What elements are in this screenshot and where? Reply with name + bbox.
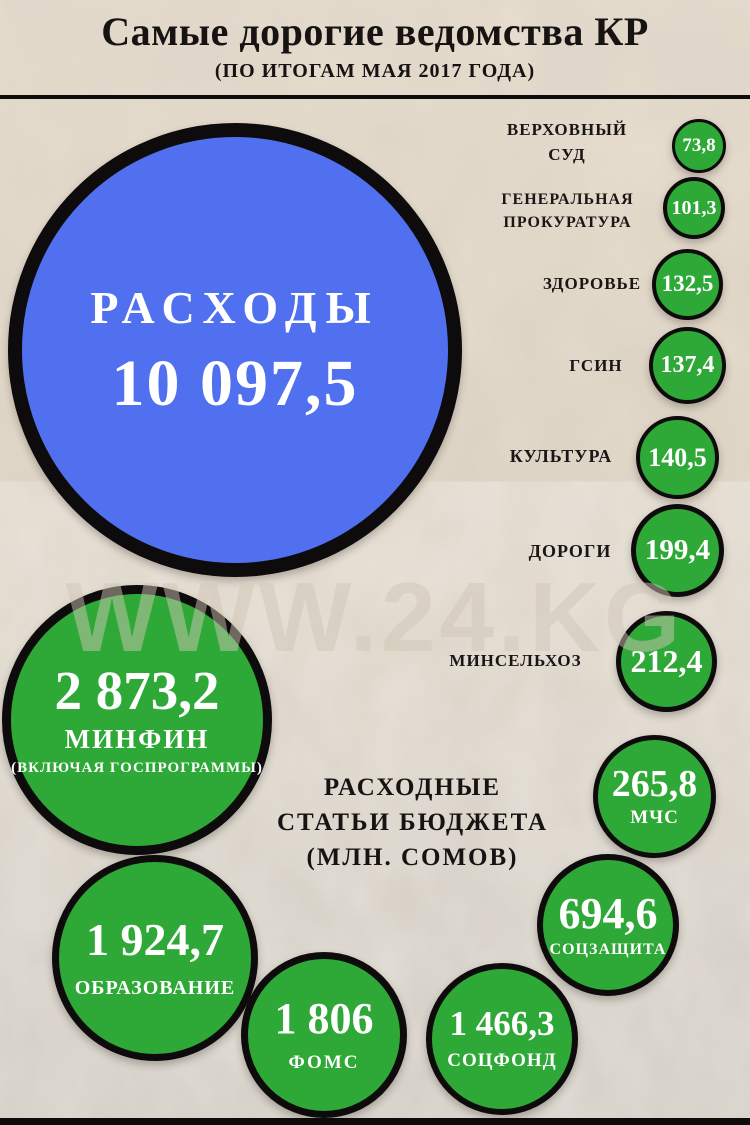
- bubble-label: МИНФИН: [64, 723, 210, 754]
- page-subtitle: (ПО ИТОГАМ МАЯ 2017 ГОДА): [214, 60, 536, 82]
- total-expenses-label: РАСХОДЫ: [90, 281, 380, 333]
- bubble-agriculture: 212,4: [616, 611, 717, 712]
- label-agriculture: МИНСЕЛЬХОЗ: [449, 651, 582, 670]
- bubble-social-fund: 1 466,3 СОЦФОНД: [426, 963, 578, 1115]
- label-gsin: ГСИН: [569, 356, 623, 375]
- bubble-label: МЧС: [630, 806, 679, 828]
- bubble-value: 1 924,7: [86, 914, 224, 966]
- bubble-value: 140,5: [648, 442, 707, 472]
- bubble-value: 212,4: [630, 642, 703, 679]
- center-note-line2: СТАТЬИ БЮДЖЕТА: [276, 809, 549, 836]
- bubble-value: 694,6: [558, 888, 658, 938]
- bubble-value: 2 873,2: [54, 660, 220, 722]
- center-note-line1: РАСХОДНЫЕ: [323, 774, 502, 801]
- bubble-culture: 140,5: [636, 416, 719, 499]
- label-culture: КУЛЬТУРА: [509, 446, 613, 466]
- bubble-value: 132,5: [661, 271, 714, 297]
- bubble-sublabel: (ВКЛЮЧАЯ ГОСПРОГРАММЫ): [11, 760, 263, 777]
- bubble-value: 199,4: [644, 534, 711, 567]
- bubble-social-protection: 694,6 СОЦЗАЩИТА: [537, 854, 679, 996]
- bubble-value: 73,8: [682, 135, 716, 157]
- page-title: Самые дорогие ведомства КР: [101, 9, 649, 54]
- label-health: ЗДОРОВЬЕ: [542, 274, 642, 293]
- bubble-label: СОЦЗАЩИТА: [549, 940, 667, 958]
- bubble-value: 1 806: [274, 993, 374, 1043]
- bubble-education: 1 924,7 ОБРАЗОВАНИЕ: [52, 855, 258, 1061]
- bubble-supreme-court: 73,8: [672, 119, 726, 173]
- label-roads: ДОРОГИ: [528, 541, 612, 561]
- center-note: РАСХОДНЫЕ СТАТЬИ БЮДЖЕТА (МЛН. СОМОВ): [245, 770, 580, 875]
- bubble-value: 1 466,3: [449, 1003, 555, 1043]
- bubble-foms: 1 806 ФОМС: [241, 952, 407, 1118]
- bubble-emergencies-ministry: 265,8 МЧС: [593, 735, 716, 858]
- total-expenses-circle: РАСХОДЫ 10 097,5: [8, 123, 462, 577]
- label-supreme-court: ВЕРХОВНЫЙ СУД: [506, 120, 628, 164]
- total-expenses-value: 10 097,5: [111, 346, 359, 420]
- bubble-label: ОБРАЗОВАНИЕ: [74, 976, 236, 999]
- bubble-value: 101,3: [671, 196, 717, 219]
- bubble-prosecutor-general: 101,3: [663, 177, 725, 239]
- label-prosecutor-general: ГЕНЕРАЛЬНАЯ ПРОКУРАТУРА: [501, 191, 634, 232]
- bubble-value: 265,8: [611, 762, 698, 805]
- center-note-line3: (МЛН. СОМОВ): [306, 844, 519, 871]
- bubble-label: СОЦФОНД: [447, 1050, 557, 1072]
- bubble-finance-ministry: 2 873,2 МИНФИН (ВКЛЮЧАЯ ГОСПРОГРАММЫ): [2, 585, 272, 855]
- header-divider: [0, 95, 750, 99]
- bottom-bar: [0, 1118, 750, 1125]
- bubble-label: ФОМС: [288, 1052, 360, 1074]
